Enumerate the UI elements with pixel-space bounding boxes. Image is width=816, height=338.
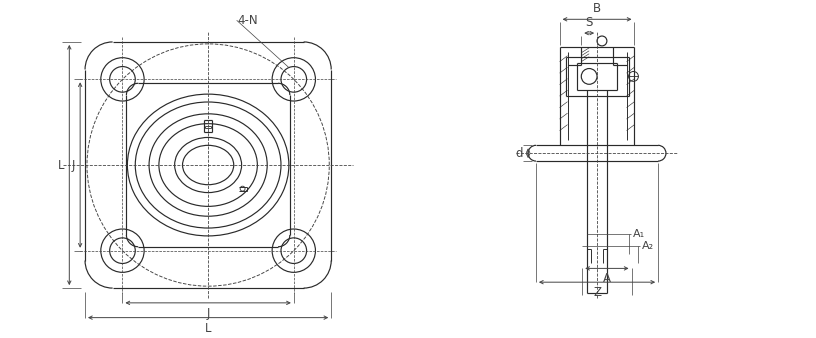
Text: L: L	[205, 321, 211, 335]
Text: L: L	[58, 159, 64, 171]
Text: A₁: A₁	[632, 229, 645, 239]
Text: d: d	[516, 147, 523, 160]
Text: Z: Z	[593, 286, 601, 299]
Text: J: J	[72, 159, 75, 171]
Text: B: B	[593, 2, 601, 15]
Text: A₂: A₂	[642, 241, 654, 251]
Text: S: S	[585, 16, 593, 29]
Text: 4-N: 4-N	[237, 14, 259, 27]
Text: J: J	[206, 307, 210, 320]
Text: A: A	[603, 272, 611, 285]
